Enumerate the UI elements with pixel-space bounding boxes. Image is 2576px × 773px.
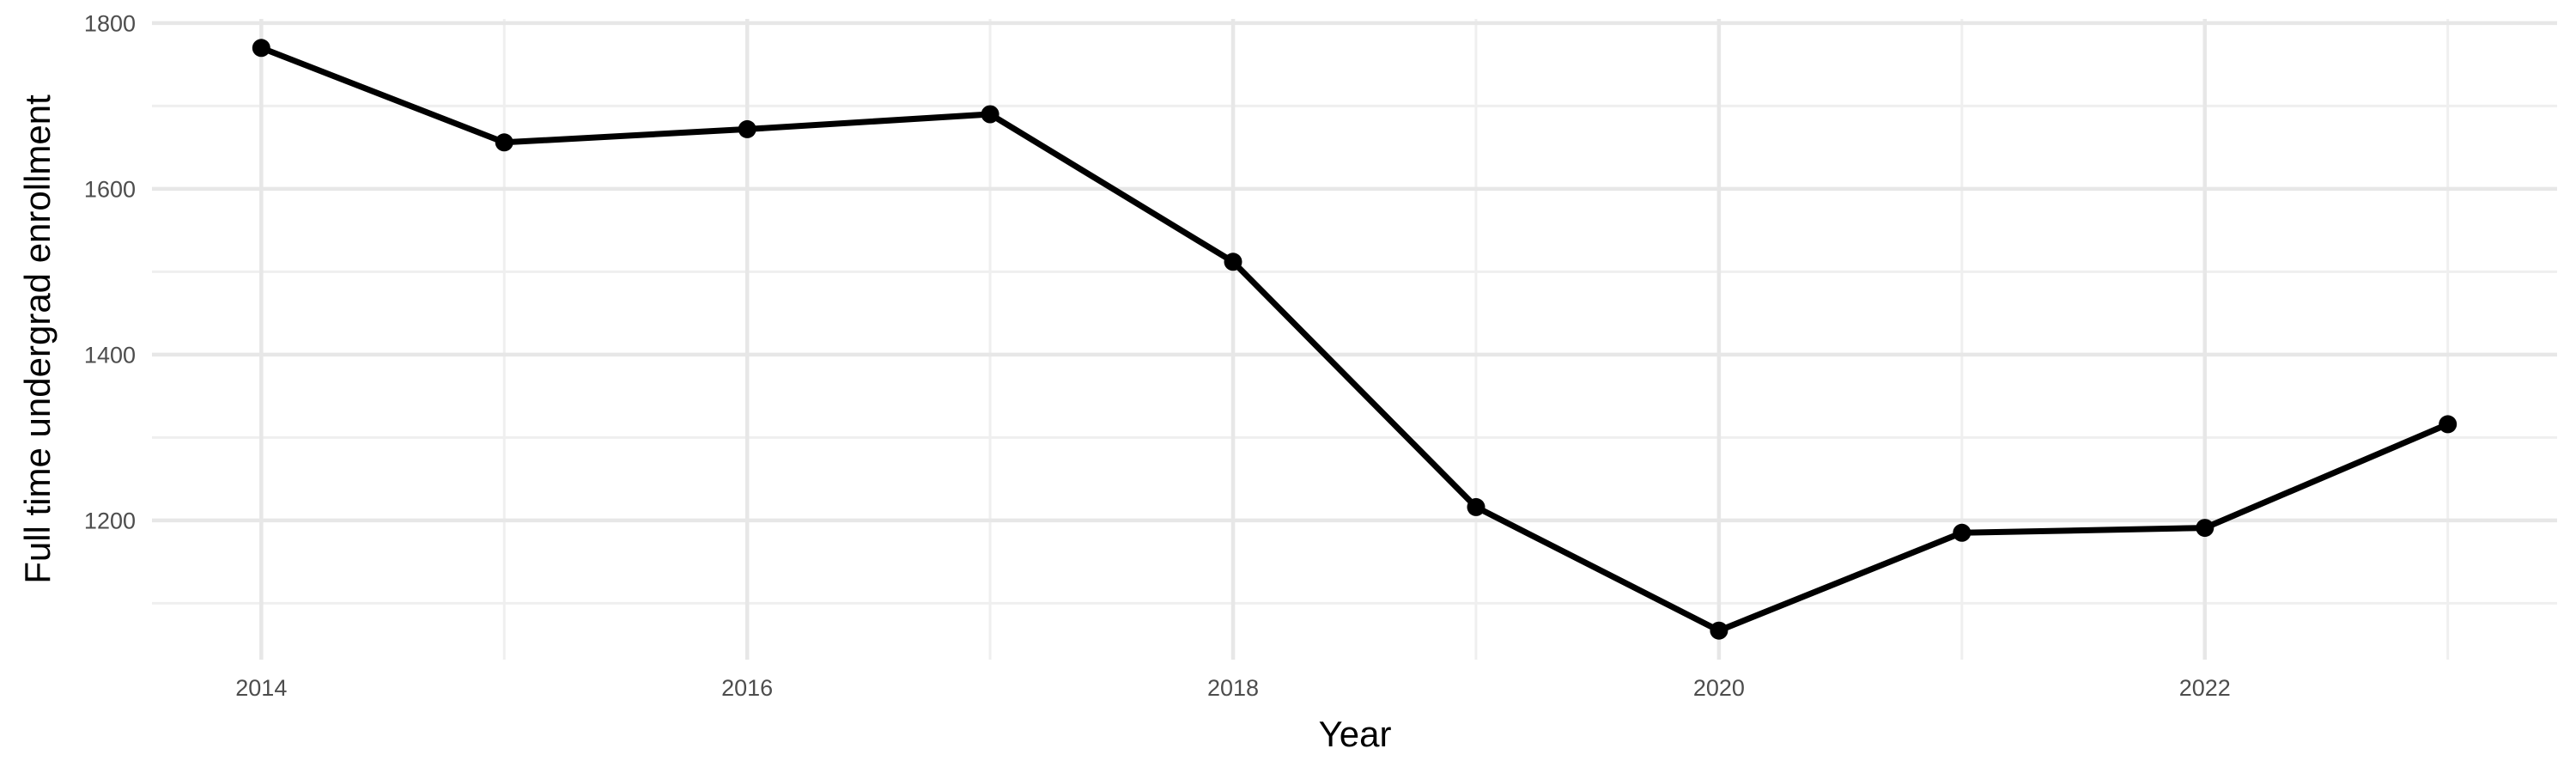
y-tick-label: 1400 bbox=[84, 342, 136, 368]
y-tick-label: 1200 bbox=[84, 508, 136, 533]
y-tick-label: 1600 bbox=[84, 176, 136, 202]
data-point-2016 bbox=[738, 119, 756, 138]
data-point-2021 bbox=[1953, 523, 1971, 542]
y-tick-label: 1800 bbox=[84, 10, 136, 36]
data-point-2015 bbox=[495, 133, 513, 152]
data-point-2017 bbox=[981, 105, 999, 124]
data-point-2018 bbox=[1224, 253, 1242, 271]
x-tick-label: 2018 bbox=[1207, 675, 1259, 701]
data-point-2023 bbox=[2439, 415, 2458, 434]
data-point-2020 bbox=[1710, 621, 1728, 640]
data-point-2014 bbox=[252, 39, 270, 58]
x-tick-label: 2016 bbox=[721, 675, 773, 701]
x-tick-label: 2022 bbox=[2179, 675, 2231, 701]
x-tick-label: 2020 bbox=[1693, 675, 1745, 701]
x-tick-label: 2014 bbox=[235, 675, 287, 701]
y-axis-title: Full time undergrad enrollment bbox=[17, 94, 58, 584]
x-axis-title: Year bbox=[1318, 714, 1392, 754]
data-point-2022 bbox=[2196, 519, 2215, 538]
data-point-2019 bbox=[1467, 497, 1485, 516]
enrollment-line bbox=[260, 45, 2450, 634]
